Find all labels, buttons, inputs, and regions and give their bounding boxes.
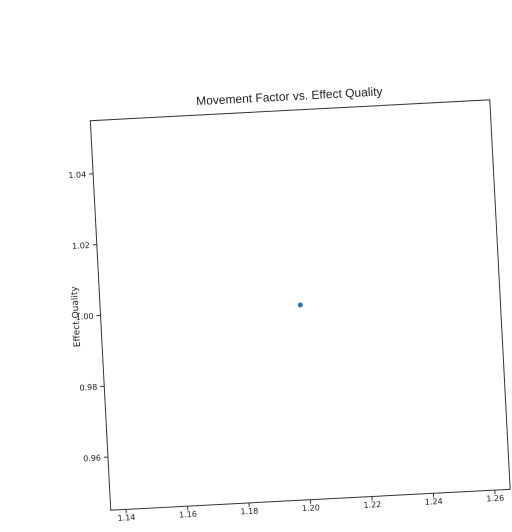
- y-tick-label: 0.96: [83, 453, 101, 463]
- data-points: [298, 302, 303, 307]
- x-tick-label: 1.18: [240, 506, 258, 516]
- x-tick-label: 1.22: [363, 500, 381, 510]
- x-tick-label: 1.26: [486, 494, 504, 504]
- x-tick-label: 1.24: [425, 497, 443, 507]
- y-axis-label: Effect Quality: [70, 285, 83, 347]
- y-tick-label: 1.02: [72, 241, 90, 251]
- y-tick-label: 0.98: [79, 383, 97, 393]
- x-tick-label: 1.16: [179, 510, 197, 520]
- x-tick-label: 1.14: [117, 513, 135, 523]
- chart-title: Movement Factor vs. Effect Quality: [196, 84, 383, 108]
- scatter-point: [298, 302, 303, 307]
- y-tick-label: 1.04: [68, 170, 86, 180]
